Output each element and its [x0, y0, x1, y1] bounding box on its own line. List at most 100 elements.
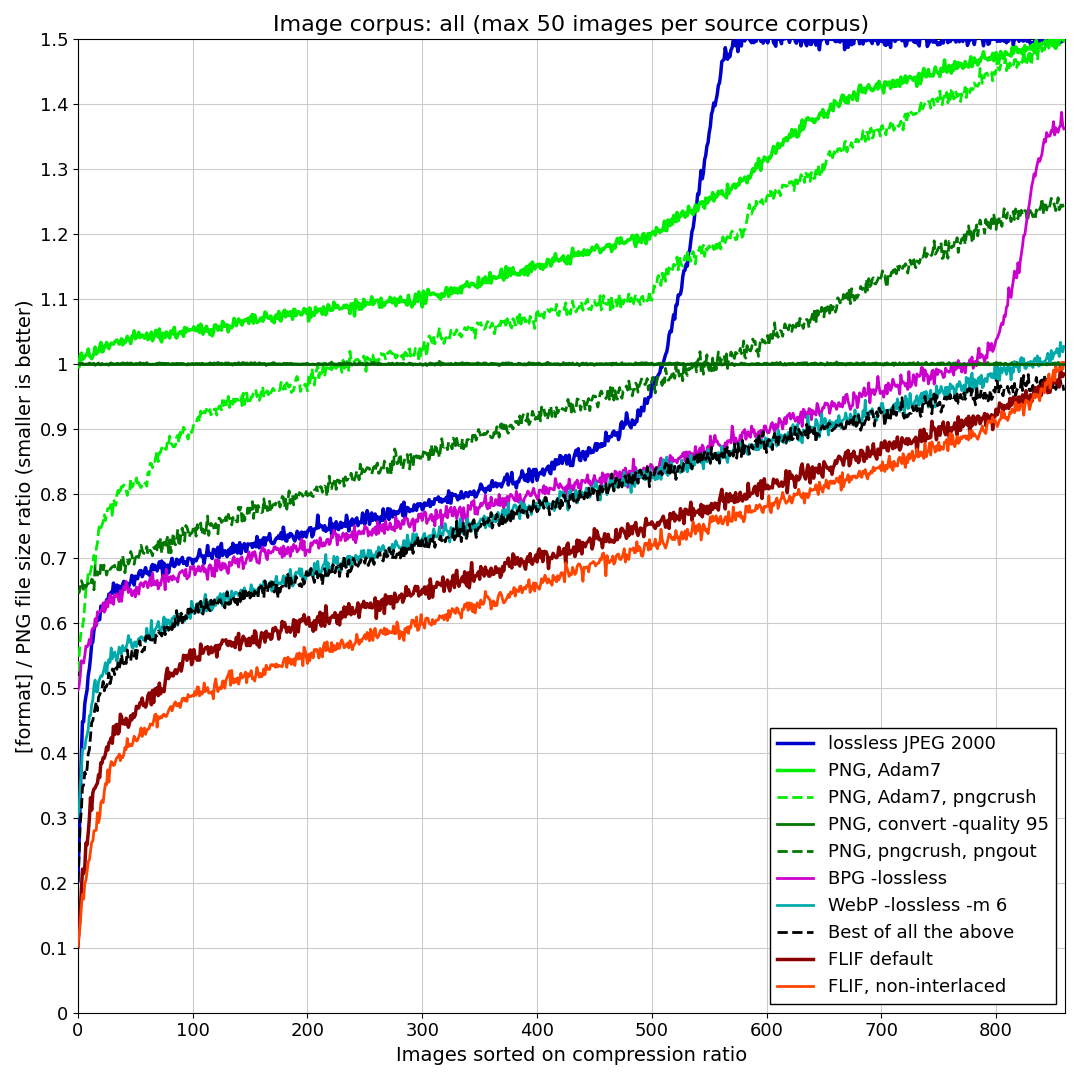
FLIF, non-interlaced [1055, 356, 1068, 369]
lossless JPEG 2000 [856, 38, 869, 51]
BPG -lossless [229, 556, 242, 569]
Line: FLIF default: FLIF default [78, 366, 1064, 947]
WebP -lossless -m 6 [229, 586, 242, 599]
FLIF default [71, 941, 84, 954]
Best of all the above [1057, 384, 1070, 397]
BPG -lossless [71, 684, 84, 697]
Title: Image corpus: all (max 50 images per source corpus): Image corpus: all (max 50 images per sou… [273, 15, 869, 35]
lossless JPEG 2000 [178, 555, 191, 568]
BPG -lossless [171, 572, 184, 585]
Line: Best of all the above: Best of all the above [78, 375, 1064, 881]
lossless JPEG 2000 [234, 548, 247, 561]
Best of all the above [705, 441, 718, 454]
FLIF default [234, 638, 247, 651]
Line: PNG, pngcrush, pngout: PNG, pngcrush, pngout [78, 198, 1064, 593]
PNG, Adam7 [172, 328, 185, 341]
Best of all the above [171, 604, 184, 617]
PNG, Adam7, pngcrush [71, 679, 84, 692]
PNG, Adam7 [230, 320, 243, 333]
PNG, pngcrush, pngout [72, 586, 85, 599]
Best of all the above [856, 415, 869, 428]
PNG, Adam7 [706, 186, 719, 199]
PNG, Adam7, pngcrush [171, 431, 184, 444]
PNG, Adam7, pngcrush [705, 242, 718, 255]
lossless JPEG 2000 [71, 875, 84, 888]
PNG, pngcrush, pngout [235, 515, 248, 528]
PNG, Adam7, pngcrush [1057, 26, 1070, 39]
FLIF, non-interlaced [1057, 356, 1070, 369]
Best of all the above [234, 596, 247, 609]
PNG, pngcrush, pngout [71, 584, 84, 597]
PNG, convert -quality 95 [859, 357, 872, 370]
PNG, pngcrush, pngout [858, 287, 870, 300]
PNG, pngcrush, pngout [172, 523, 185, 536]
FLIF default [171, 667, 184, 680]
PNG, pngcrush, pngout [1057, 199, 1070, 212]
FLIF, non-interlaced [856, 464, 869, 477]
PNG, Adam7, pngcrush [856, 124, 869, 137]
FLIF default [1057, 367, 1070, 380]
WebP -lossless -m 6 [234, 583, 247, 596]
WebP -lossless -m 6 [1057, 340, 1070, 353]
PNG, Adam7, pngcrush [229, 395, 242, 408]
BPG -lossless [856, 387, 869, 400]
PNG, convert -quality 95 [171, 356, 184, 369]
PNG, Adam7 [72, 361, 85, 374]
PNG, convert -quality 95 [433, 354, 446, 367]
PNG, Adam7 [858, 82, 870, 95]
FLIF default [178, 651, 191, 664]
lossless JPEG 2000 [1057, 30, 1070, 43]
PNG, pngcrush, pngout [179, 519, 192, 532]
Line: PNG, convert -quality 95: PNG, convert -quality 95 [78, 361, 1064, 366]
Line: lossless JPEG 2000: lossless JPEG 2000 [78, 29, 1064, 881]
BPG -lossless [178, 569, 191, 582]
WebP -lossless -m 6 [705, 447, 718, 460]
Line: BPG -lossless: BPG -lossless [78, 112, 1064, 690]
PNG, pngcrush, pngout [706, 352, 719, 365]
FLIF, non-interlaced [178, 694, 191, 707]
WebP -lossless -m 6 [1054, 336, 1067, 349]
PNG, convert -quality 95 [234, 357, 247, 370]
PNG, Adam7 [1043, 30, 1056, 43]
Best of all the above [229, 596, 242, 609]
PNG, Adam7 [235, 319, 248, 332]
Best of all the above [1022, 368, 1035, 381]
Legend: lossless JPEG 2000, PNG, Adam7, PNG, Adam7, pngcrush, PNG, convert -quality 95, : lossless JPEG 2000, PNG, Adam7, PNG, Ada… [770, 728, 1056, 1003]
WebP -lossless -m 6 [856, 404, 869, 417]
lossless JPEG 2000 [171, 553, 184, 566]
WebP -lossless -m 6 [171, 616, 184, 629]
PNG, Adam7, pngcrush [234, 390, 247, 403]
BPG -lossless [705, 438, 718, 451]
PNG, convert -quality 95 [1057, 357, 1070, 370]
BPG -lossless [1055, 106, 1068, 119]
WebP -lossless -m 6 [178, 615, 191, 627]
PNG, convert -quality 95 [707, 357, 720, 370]
PNG, convert -quality 95 [492, 360, 505, 373]
PNG, Adam7 [71, 356, 84, 369]
PNG, convert -quality 95 [178, 357, 191, 370]
BPG -lossless [234, 552, 247, 565]
PNG, pngcrush, pngout [1052, 191, 1065, 204]
WebP -lossless -m 6 [71, 810, 84, 823]
FLIF default [1054, 360, 1067, 373]
FLIF, non-interlaced [71, 939, 84, 951]
Line: PNG, Adam7: PNG, Adam7 [78, 37, 1064, 367]
Y-axis label: [format] / PNG file size ratio (smaller is better): [format] / PNG file size ratio (smaller … [15, 299, 33, 753]
FLIF default [856, 446, 869, 459]
Line: WebP -lossless -m 6: WebP -lossless -m 6 [78, 342, 1064, 816]
Best of all the above [71, 875, 84, 888]
FLIF, non-interlaced [234, 666, 247, 679]
X-axis label: Images sorted on compression ratio: Images sorted on compression ratio [396, 1047, 747, 1065]
lossless JPEG 2000 [705, 108, 718, 121]
PNG, Adam7 [1057, 35, 1070, 48]
FLIF default [229, 642, 242, 654]
PNG, pngcrush, pngout [230, 515, 243, 528]
PNG, convert -quality 95 [71, 357, 84, 370]
PNG, convert -quality 95 [229, 356, 242, 369]
FLIF, non-interlaced [705, 515, 718, 528]
FLIF, non-interlaced [229, 673, 242, 686]
BPG -lossless [1057, 122, 1070, 135]
PNG, Adam7, pngcrush [178, 423, 191, 436]
FLIF, non-interlaced [171, 700, 184, 713]
Best of all the above [178, 612, 191, 625]
